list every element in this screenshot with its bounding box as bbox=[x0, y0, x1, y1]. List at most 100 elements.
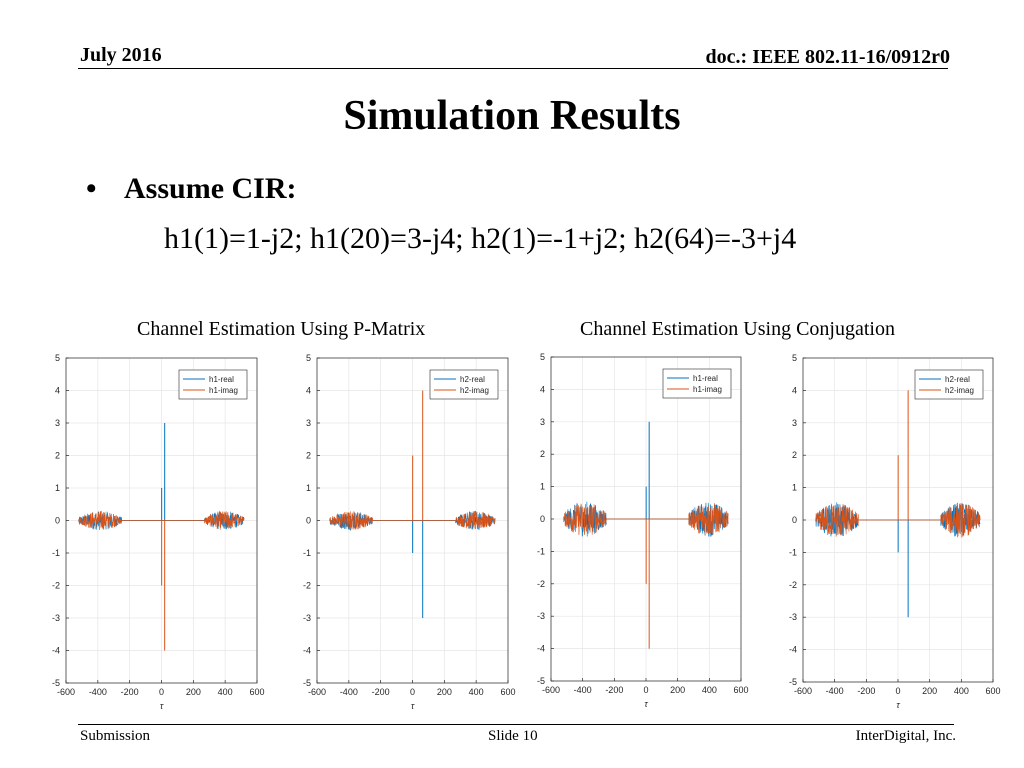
legend-box bbox=[914, 369, 984, 400]
x-axis-label: τ bbox=[411, 701, 415, 711]
y-tick-label: 2 bbox=[55, 451, 60, 461]
x-tick-label: -400 bbox=[574, 685, 592, 695]
header-doc-id: doc.: IEEE 802.11-16/0912r0 bbox=[705, 46, 950, 68]
legend-label-h2-imag: h2-imag bbox=[460, 386, 489, 395]
footer-company: InterDigital, Inc. bbox=[855, 728, 956, 744]
y-tick-label: 0 bbox=[306, 516, 311, 526]
y-tick-label: -4 bbox=[303, 646, 311, 656]
y-tick-label: 5 bbox=[55, 353, 60, 363]
y-tick-label: -5 bbox=[537, 676, 545, 686]
y-tick-label: -1 bbox=[52, 548, 60, 558]
y-tick-label: -2 bbox=[537, 579, 545, 589]
y-tick-label: 3 bbox=[792, 418, 797, 428]
x-tick-label: -600 bbox=[794, 686, 812, 696]
y-tick-label: 1 bbox=[792, 483, 797, 493]
y-tick-label: 5 bbox=[306, 353, 311, 363]
x-tick-label: 400 bbox=[954, 686, 969, 696]
x-tick-label: -400 bbox=[826, 686, 844, 696]
y-tick-label: 0 bbox=[792, 515, 797, 525]
x-tick-label: 600 bbox=[500, 687, 515, 697]
y-tick-label: -2 bbox=[303, 581, 311, 591]
x-tick-label: 0 bbox=[895, 686, 900, 696]
footer-submission: Submission bbox=[80, 728, 151, 744]
y-tick-label: 1 bbox=[55, 483, 60, 493]
y-tick-label: 1 bbox=[306, 483, 311, 493]
y-tick-label: 2 bbox=[792, 450, 797, 460]
footer-slide-number: Slide 10 bbox=[488, 728, 538, 744]
x-tick-label: -200 bbox=[605, 685, 623, 695]
y-tick-label: -2 bbox=[789, 580, 797, 590]
y-tick-label: -3 bbox=[303, 613, 311, 623]
bullet-text: Assume CIR: bbox=[124, 172, 297, 205]
x-axis-label: τ bbox=[896, 700, 900, 710]
chart-3: -600 -400 -200 0 200 400 600 -5 -4 -3 -2 -1 0 1 2 3 4 5 τ h… bbox=[537, 352, 749, 709]
x-tick-label: 200 bbox=[922, 686, 937, 696]
y-tick-label: 0 bbox=[540, 514, 545, 524]
legend-box bbox=[429, 369, 499, 400]
y-tick-label: -1 bbox=[303, 548, 311, 558]
y-tick-label: -5 bbox=[303, 678, 311, 688]
caption-conjugation: Channel Estimation Using Conjugation bbox=[580, 318, 895, 340]
y-tick-label: -2 bbox=[52, 581, 60, 591]
x-tick-label: 200 bbox=[670, 685, 685, 695]
x-tick-label: 600 bbox=[733, 685, 748, 695]
y-tick-label: -4 bbox=[52, 646, 60, 656]
x-tick-label: -200 bbox=[121, 687, 139, 697]
x-tick-label: -200 bbox=[372, 687, 390, 697]
y-tick-label: 4 bbox=[540, 384, 545, 394]
x-tick-label: 0 bbox=[159, 687, 164, 697]
x-tick-label: 0 bbox=[410, 687, 415, 697]
bullet-icon: • bbox=[86, 172, 97, 205]
x-tick-label: -400 bbox=[340, 687, 358, 697]
chart-1: -600 -400 -200 0 200 400 600 -5 -4 -3 -2 -1 0 1 2 3 4 5 τ h… bbox=[52, 353, 265, 711]
x-tick-label: 600 bbox=[249, 687, 264, 697]
x-tick-label: 200 bbox=[437, 687, 452, 697]
y-tick-label: -5 bbox=[789, 677, 797, 687]
y-tick-label: 0 bbox=[55, 516, 60, 526]
x-tick-label: -600 bbox=[542, 685, 560, 695]
y-tick-label: 3 bbox=[540, 417, 545, 427]
caption-pmatrix: Channel Estimation Using P-Matrix bbox=[137, 318, 426, 340]
y-tick-label: 4 bbox=[792, 385, 797, 395]
y-tick-label: 4 bbox=[55, 386, 60, 396]
x-tick-label: -200 bbox=[857, 686, 875, 696]
x-tick-label: 600 bbox=[985, 686, 1000, 696]
series-noise-h2-imag bbox=[815, 503, 981, 538]
y-tick-label: 2 bbox=[306, 451, 311, 461]
y-tick-label: -5 bbox=[52, 678, 60, 688]
series-noise-h2-imag bbox=[329, 510, 496, 530]
y-tick-label: -3 bbox=[52, 613, 60, 623]
y-tick-label: 5 bbox=[792, 353, 797, 363]
y-tick-label: -1 bbox=[789, 547, 797, 557]
y-tick-label: 1 bbox=[540, 482, 545, 492]
x-tick-label: -400 bbox=[89, 687, 107, 697]
chart-2: -600 -400 -200 0 200 400 600 -5 -4 -3 -2 -1 0 1 2 3 4 5 τ h… bbox=[303, 353, 516, 711]
x-tick-label: -600 bbox=[308, 687, 326, 697]
legend-label-h2-real: h2-real bbox=[460, 375, 485, 384]
y-tick-label: -1 bbox=[537, 546, 545, 556]
legend-label-h2-imag: h2-imag bbox=[945, 386, 974, 395]
y-tick-label: -3 bbox=[537, 611, 545, 621]
x-tick-label: -600 bbox=[57, 687, 75, 697]
legend-box bbox=[662, 368, 732, 399]
legend-box bbox=[178, 369, 248, 400]
y-tick-label: 3 bbox=[55, 418, 60, 428]
x-tick-label: 0 bbox=[643, 685, 648, 695]
header-date: July 2016 bbox=[80, 44, 162, 66]
y-tick-label: -4 bbox=[789, 645, 797, 655]
y-tick-label: -4 bbox=[537, 644, 545, 654]
legend-label-h2-real: h2-real bbox=[945, 375, 970, 384]
x-tick-label: 400 bbox=[469, 687, 484, 697]
legend-label-h1-real: h1-real bbox=[693, 374, 718, 383]
legend-label-h1-real: h1-real bbox=[209, 375, 234, 384]
header-rule bbox=[78, 68, 948, 69]
y-tick-label: 3 bbox=[306, 418, 311, 428]
bullet-item: • Assume CIR: bbox=[86, 172, 297, 206]
legend-label-h1-imag: h1-imag bbox=[693, 385, 722, 394]
y-tick-label: 4 bbox=[306, 386, 311, 396]
series-noise-h1-imag bbox=[78, 510, 245, 530]
y-tick-label: 2 bbox=[540, 449, 545, 459]
x-axis-label: τ bbox=[644, 699, 648, 709]
cir-equation: h1(1)=1-j2; h1(20)=3-j4; h2(1)=-1+j2; h2… bbox=[164, 222, 797, 255]
